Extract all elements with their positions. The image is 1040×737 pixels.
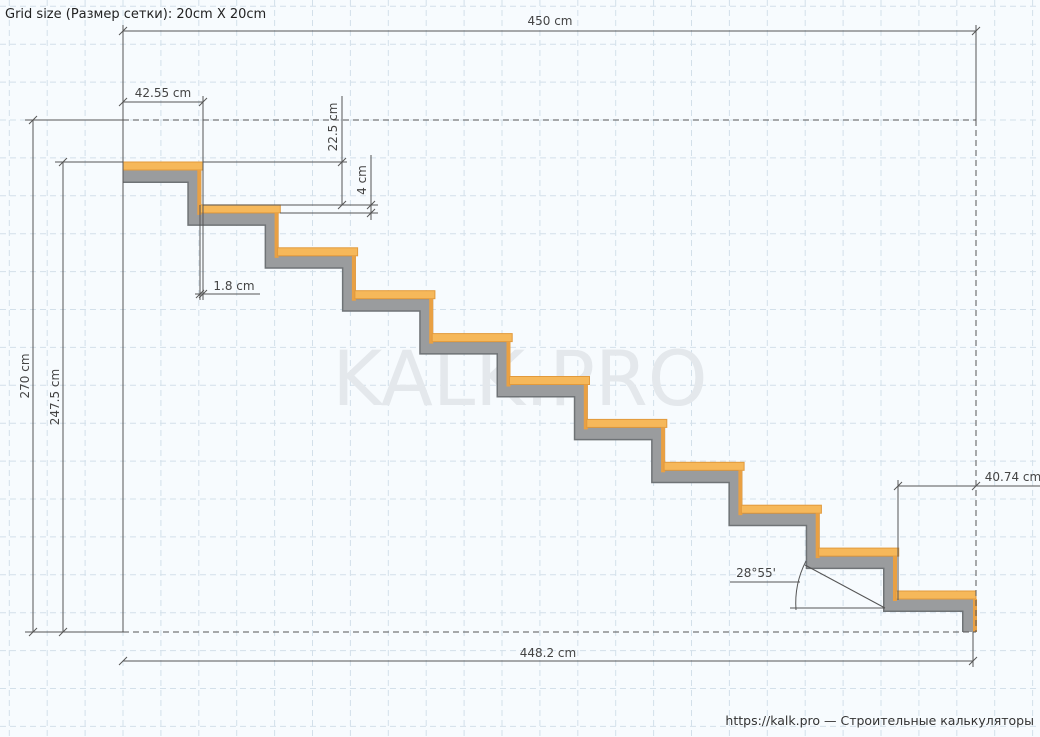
dimension-line <box>971 26 981 36</box>
angle-arc <box>795 560 807 611</box>
riser <box>429 298 434 344</box>
dimension-label: 40.74 cm <box>985 470 1040 484</box>
stairs <box>122 161 977 632</box>
dimension-line <box>337 200 347 210</box>
dimension-line <box>195 289 205 299</box>
dimension-line <box>366 208 376 218</box>
tread <box>895 590 977 600</box>
tread <box>431 333 513 343</box>
dimension-label: 1.8 cm <box>213 279 254 293</box>
dimension-label: 270 cm <box>18 353 32 398</box>
dimension-line <box>58 627 68 637</box>
dimension-label: 4 cm <box>355 165 369 195</box>
tread <box>122 161 204 171</box>
tread <box>277 247 359 257</box>
dimension-label: 247.5 cm <box>48 369 62 425</box>
stringer <box>123 170 975 632</box>
riser <box>815 513 820 559</box>
riser <box>274 212 279 258</box>
riser <box>738 470 743 516</box>
dimension-label: 448.2 cm <box>520 646 576 660</box>
dimension-line <box>58 157 68 167</box>
tread <box>199 204 281 214</box>
riser <box>893 556 897 601</box>
dimension-line <box>118 97 128 107</box>
tread <box>740 504 822 514</box>
dimension-line <box>366 200 376 210</box>
riser <box>973 599 977 632</box>
dimension-label: 42.55 cm <box>135 86 191 100</box>
riser <box>583 384 588 430</box>
dimension-line <box>118 656 128 666</box>
dimension-label: 450 cm <box>527 14 572 28</box>
tread <box>818 547 900 557</box>
tread <box>354 290 436 300</box>
grid-size-label: Grid size (Размер сетки): 20cm X 20cm <box>5 7 266 22</box>
dimension-line <box>198 289 208 299</box>
dimension-label: 22.5 cm <box>326 103 340 152</box>
footer: https://kalk.pro — Строительные калькуля… <box>725 713 1034 728</box>
dimension-lines <box>25 25 1040 667</box>
dimension-line <box>893 481 903 491</box>
dimension-line <box>118 26 128 36</box>
dimension-line <box>28 627 38 637</box>
tread <box>663 461 745 471</box>
tread <box>509 376 590 385</box>
riser <box>661 427 666 473</box>
dimension-line <box>971 481 981 491</box>
dimension-line <box>337 157 347 167</box>
riser <box>197 170 202 215</box>
tread <box>586 418 668 428</box>
dimension-line <box>28 115 38 125</box>
dimension-line <box>198 97 208 107</box>
riser <box>351 255 356 301</box>
riser <box>506 341 511 387</box>
dimension-line <box>804 564 886 609</box>
angle-label: 28°55' <box>736 566 776 580</box>
